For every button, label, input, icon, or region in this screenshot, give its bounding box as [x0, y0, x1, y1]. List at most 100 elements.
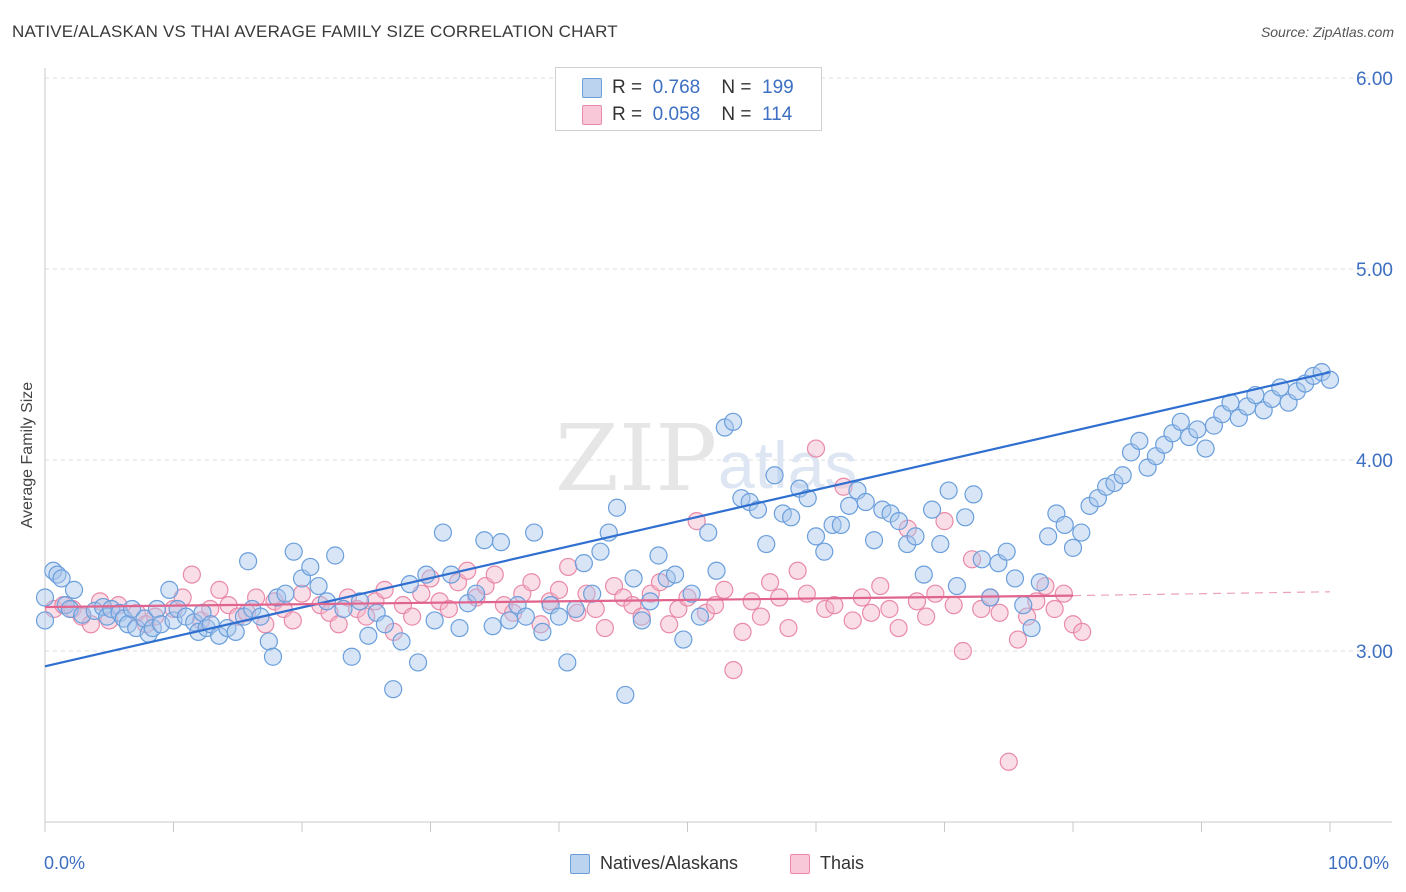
data-point — [450, 618, 469, 638]
y-tick-labels: 3.00 4.00 5.00 6.00 — [1356, 69, 1393, 663]
data-point — [591, 542, 610, 561]
data-point — [574, 554, 593, 573]
data-point — [705, 596, 725, 615]
data-point — [247, 588, 266, 607]
data-point — [660, 615, 679, 634]
native-legend-label: Natives/Alaskans — [600, 853, 739, 873]
chart-title: NATIVE/ALASKAN VS THAI AVERAGE FAMILY SI… — [12, 22, 618, 41]
data-point — [284, 542, 303, 561]
data-point — [35, 588, 55, 607]
data-point — [674, 630, 693, 649]
data-point — [806, 439, 826, 458]
data-point — [761, 573, 780, 592]
data-point — [350, 592, 370, 611]
grid-lines — [45, 77, 1392, 652]
thai-swatch — [582, 105, 602, 125]
data-point — [384, 680, 403, 699]
data-point — [35, 611, 55, 630]
data-point — [566, 599, 585, 619]
data-point — [1320, 370, 1340, 389]
data-point — [226, 622, 245, 642]
data-point — [1014, 596, 1033, 615]
data-point — [1063, 538, 1083, 557]
data-point — [326, 546, 345, 565]
data-point — [815, 542, 834, 561]
data-point — [715, 580, 734, 599]
data-point — [408, 653, 428, 672]
data-point — [263, 647, 283, 666]
data-point — [1039, 527, 1058, 546]
data-point — [558, 653, 577, 672]
data-point — [475, 531, 494, 550]
data-point — [765, 466, 784, 485]
data-point — [944, 596, 963, 615]
data-point — [1113, 466, 1132, 485]
data-point — [956, 508, 975, 527]
data-point — [770, 588, 789, 607]
data-point — [889, 512, 909, 531]
axes — [44, 68, 1392, 832]
data-point — [806, 527, 826, 546]
data-point — [425, 611, 444, 630]
data-point — [516, 607, 535, 626]
data-point — [707, 561, 726, 580]
data-point — [748, 500, 768, 519]
data-point — [1022, 618, 1041, 638]
data-point — [816, 599, 835, 619]
data-point — [782, 508, 801, 527]
thai-trend-line — [44, 594, 1074, 609]
data-point — [607, 498, 627, 517]
data-point — [160, 580, 179, 599]
stats-legend: R = 0.768 N = 199 R = 0.058 N = 114 — [555, 67, 822, 131]
watermark-text: ZIP — [555, 405, 717, 512]
data-point — [64, 580, 84, 599]
data-point — [595, 618, 614, 638]
data-point — [583, 584, 602, 603]
data-point — [329, 615, 348, 634]
data-point — [856, 492, 875, 512]
data-point — [840, 496, 859, 515]
native-n-label: N = — [721, 77, 752, 98]
data-point — [309, 576, 328, 596]
data-point — [342, 647, 361, 666]
data-point — [616, 685, 635, 705]
thai-r-label: R = — [612, 104, 643, 125]
data-point — [485, 565, 504, 584]
data-point — [665, 565, 685, 584]
source-label: Source: ZipAtlas.com — [1260, 24, 1394, 40]
data-point — [724, 660, 743, 680]
data-point — [699, 523, 718, 542]
data-point — [999, 752, 1018, 771]
data-point — [357, 607, 376, 626]
y-tick-label: 4.00 — [1356, 451, 1393, 472]
data-point — [864, 531, 884, 550]
data-point — [880, 599, 899, 619]
data-point — [147, 599, 167, 619]
data-point — [624, 569, 643, 588]
thai-legend-label: Thais — [820, 853, 865, 873]
data-point — [861, 603, 881, 622]
data-point — [549, 580, 569, 599]
data-point — [577, 584, 596, 603]
data-point — [917, 607, 936, 626]
data-point — [742, 592, 761, 611]
data-point — [1130, 431, 1149, 450]
data-point — [210, 580, 229, 599]
data-point — [649, 546, 668, 565]
data-point — [182, 565, 201, 584]
data-point — [525, 523, 544, 542]
data-point — [914, 565, 933, 584]
native-trend-line — [44, 371, 1331, 668]
native-n-value: 199 — [762, 77, 794, 98]
thai-trend-extension — [1072, 591, 1331, 597]
data-point — [1196, 439, 1215, 458]
data-point — [392, 632, 411, 651]
data-point — [1171, 412, 1190, 431]
data-point — [359, 626, 378, 645]
data-point — [907, 592, 927, 611]
data-point — [52, 569, 71, 588]
data-point — [751, 607, 771, 626]
native-r-label: R = — [612, 77, 643, 98]
data-point — [972, 550, 991, 569]
